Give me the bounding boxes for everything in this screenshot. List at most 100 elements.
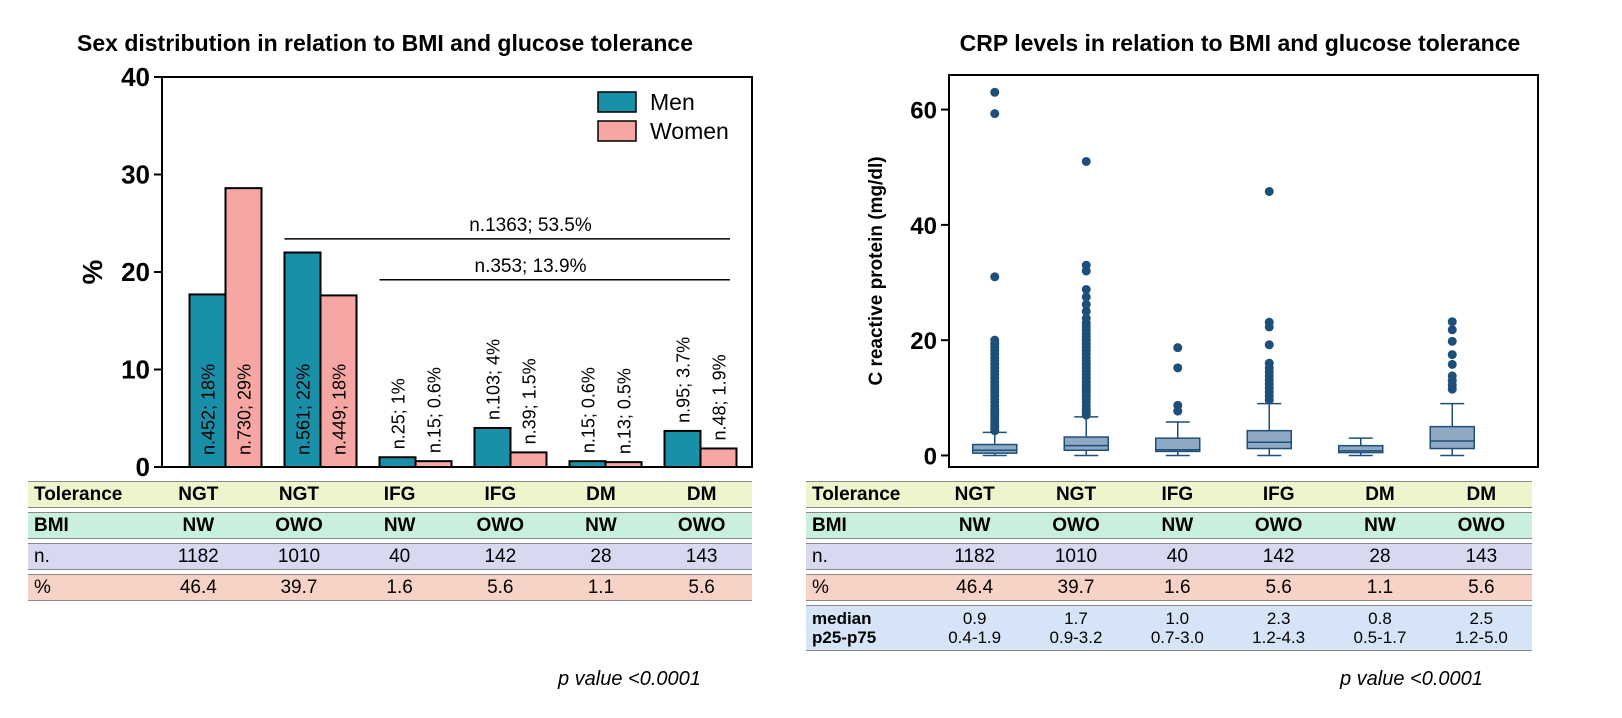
table-row-bmi: BMI NW OWO NW OWO NW OWO xyxy=(806,512,1532,539)
legend-label: Women xyxy=(650,118,729,144)
table-cell: NW xyxy=(148,512,249,539)
table-cell: NW xyxy=(349,512,450,539)
outlier-point xyxy=(1173,363,1183,373)
table-cell: NGT xyxy=(148,481,249,508)
table-cell: 46.4 xyxy=(924,574,1026,601)
iqr-value: 0.5-1.7 xyxy=(1353,628,1407,647)
table-cell: 40 xyxy=(349,543,450,570)
table-cell: OWO xyxy=(248,512,350,539)
table-cell: 39.7 xyxy=(248,574,350,601)
outlier-point xyxy=(1173,400,1183,410)
table-cell: OWO xyxy=(449,512,551,539)
y-tick-label: 10 xyxy=(121,355,150,385)
median-value: 2.5 xyxy=(1469,609,1494,628)
outlier-point xyxy=(1447,317,1457,327)
y-axis-label: C reactive protein (mg/dl) xyxy=(866,156,887,385)
bar-data-label: n.103; 4% xyxy=(484,339,504,420)
table-cell: 142 xyxy=(449,543,551,570)
table-row-tolerance: Tolerance NGT NGT IFG IFG DM DM xyxy=(28,481,752,508)
table-cell: 1010 xyxy=(248,543,350,570)
table-cell: 5.6 xyxy=(1227,574,1330,601)
iqr-value: 0.4-1.9 xyxy=(948,628,1002,647)
table-cell: OWO xyxy=(1227,512,1330,539)
box-chart-table: Tolerance NGT NGT IFG IFG DM DM BMI NW O… xyxy=(806,481,1532,651)
table-cell: IFG xyxy=(1126,481,1228,508)
row-label: BMI xyxy=(806,512,924,539)
outlier-point xyxy=(1081,299,1091,309)
table-cell: 1.1 xyxy=(550,574,652,601)
bar xyxy=(568,460,607,468)
median-value: 0.9 xyxy=(962,609,987,628)
outlier-point xyxy=(1081,306,1091,316)
y-tick-label: 60 xyxy=(910,98,937,125)
bracket-annotation: n.1363; 53.5% xyxy=(469,215,592,236)
bar-data-label: n.95; 3.7% xyxy=(674,337,694,423)
p-value: p value <0.0001 xyxy=(558,668,701,690)
iqr-label: p25-p75 xyxy=(812,628,877,647)
table-cell: OWO xyxy=(1430,512,1532,539)
table-cell: 5.6 xyxy=(1430,574,1532,601)
outlier-point xyxy=(1081,284,1091,294)
y-axis-label: % xyxy=(77,259,108,284)
table-cell: 143 xyxy=(1430,543,1532,570)
table-cell: DM xyxy=(1430,481,1532,508)
table-cell: 40 xyxy=(1126,543,1228,570)
table-cell: DM xyxy=(651,481,752,508)
table-cell: 5.6 xyxy=(651,574,752,601)
bar-data-label: n.25; 1% xyxy=(389,378,409,449)
box xyxy=(1429,425,1475,450)
y-tick-label: 20 xyxy=(121,257,150,287)
bar-data-label: n.730; 29% xyxy=(235,364,255,455)
table-cell: DM xyxy=(1329,481,1431,508)
table-cell: IFG xyxy=(1227,481,1330,508)
bar xyxy=(283,251,322,468)
bar xyxy=(509,451,548,468)
outlier-point xyxy=(990,87,1000,97)
row-label: median p25-p75 xyxy=(806,605,924,651)
table-cell: OWO xyxy=(1025,512,1127,539)
table-cell: 1010 xyxy=(1025,543,1127,570)
bar xyxy=(604,461,643,468)
table-cell: NGT xyxy=(924,481,1026,508)
median-value: 1.0 xyxy=(1165,609,1190,628)
bar xyxy=(224,187,263,468)
bar xyxy=(663,429,702,468)
y-tick-label: 40 xyxy=(910,213,937,240)
iqr-value: 0.9-3.2 xyxy=(1049,628,1103,647)
row-label: Tolerance xyxy=(28,481,148,508)
crp-panel: CRP levels in relation to BMI and glucos… xyxy=(806,0,1622,718)
iqr-value: 1.2-4.3 xyxy=(1252,628,1306,647)
table-cell: 28 xyxy=(1329,543,1431,570)
table-cell: 1.7 0.9-3.2 xyxy=(1025,605,1127,651)
box xyxy=(1063,436,1109,452)
table-cell: IFG xyxy=(449,481,551,508)
table-cell: 1.6 xyxy=(349,574,450,601)
outlier-point xyxy=(1447,371,1457,381)
outlier-point xyxy=(1081,313,1091,323)
table-row-n: n. 1182 1010 40 142 28 143 xyxy=(28,543,752,570)
median-value: 0.8 xyxy=(1368,609,1392,628)
table-cell: NGT xyxy=(248,481,350,508)
row-label: n. xyxy=(806,543,924,570)
box xyxy=(1155,437,1201,453)
table-cell: DM xyxy=(550,481,652,508)
table-row-n: n. 1182 1010 40 142 28 143 xyxy=(806,543,1532,570)
legend-label: Men xyxy=(650,89,695,115)
p-value: p value <0.0001 xyxy=(1340,668,1483,690)
table-cell: NGT xyxy=(1025,481,1127,508)
table-cell: 0.8 0.5-1.7 xyxy=(1329,605,1431,651)
outlier-point xyxy=(1264,340,1274,350)
table-cell: 2.5 1.2-5.0 xyxy=(1430,605,1532,651)
outlier-point xyxy=(990,272,1000,282)
outlier-point xyxy=(1081,292,1091,302)
y-tick-label: 40 xyxy=(121,62,150,92)
row-label: BMI xyxy=(28,512,148,539)
table-cell: NW xyxy=(924,512,1026,539)
box xyxy=(1246,429,1292,450)
table-cell: NW xyxy=(1126,512,1228,539)
table-row-tolerance: Tolerance NGT NGT IFG IFG DM DM xyxy=(806,481,1532,508)
table-cell: 5.6 xyxy=(449,574,551,601)
table-cell: 39.7 xyxy=(1025,574,1127,601)
table-cell: 1.6 xyxy=(1126,574,1228,601)
outlier-point xyxy=(1264,186,1274,196)
